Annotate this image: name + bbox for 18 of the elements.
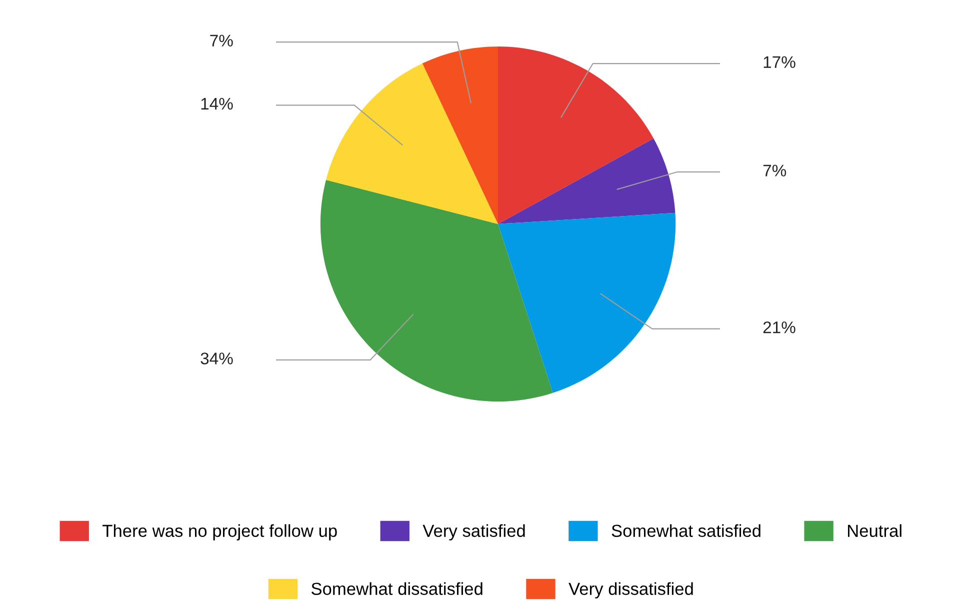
pie-slice (320, 180, 553, 402)
data-label: 7% (763, 164, 786, 176)
pie-slice (326, 63, 498, 224)
legend-label: Very dissatisfied (568, 582, 693, 598)
legend-label: Somewhat satisfied (612, 524, 760, 537)
data-label: 7% (210, 34, 233, 46)
pie-slice (498, 138, 676, 224)
legend-label: There was no project follow up (102, 524, 337, 540)
legend-label: Somewhat dissatisfied (312, 582, 482, 595)
pie-slice (498, 212, 676, 393)
data-label: 14% (201, 98, 233, 110)
legend-label: Neutral (848, 524, 902, 537)
legend-label: Very satisfied (422, 524, 525, 540)
data-label: 21% (763, 321, 796, 334)
pie-slice (422, 46, 498, 224)
data-label: 17% (764, 56, 796, 68)
pie-slice (498, 46, 654, 224)
data-label: 34% (200, 352, 233, 364)
